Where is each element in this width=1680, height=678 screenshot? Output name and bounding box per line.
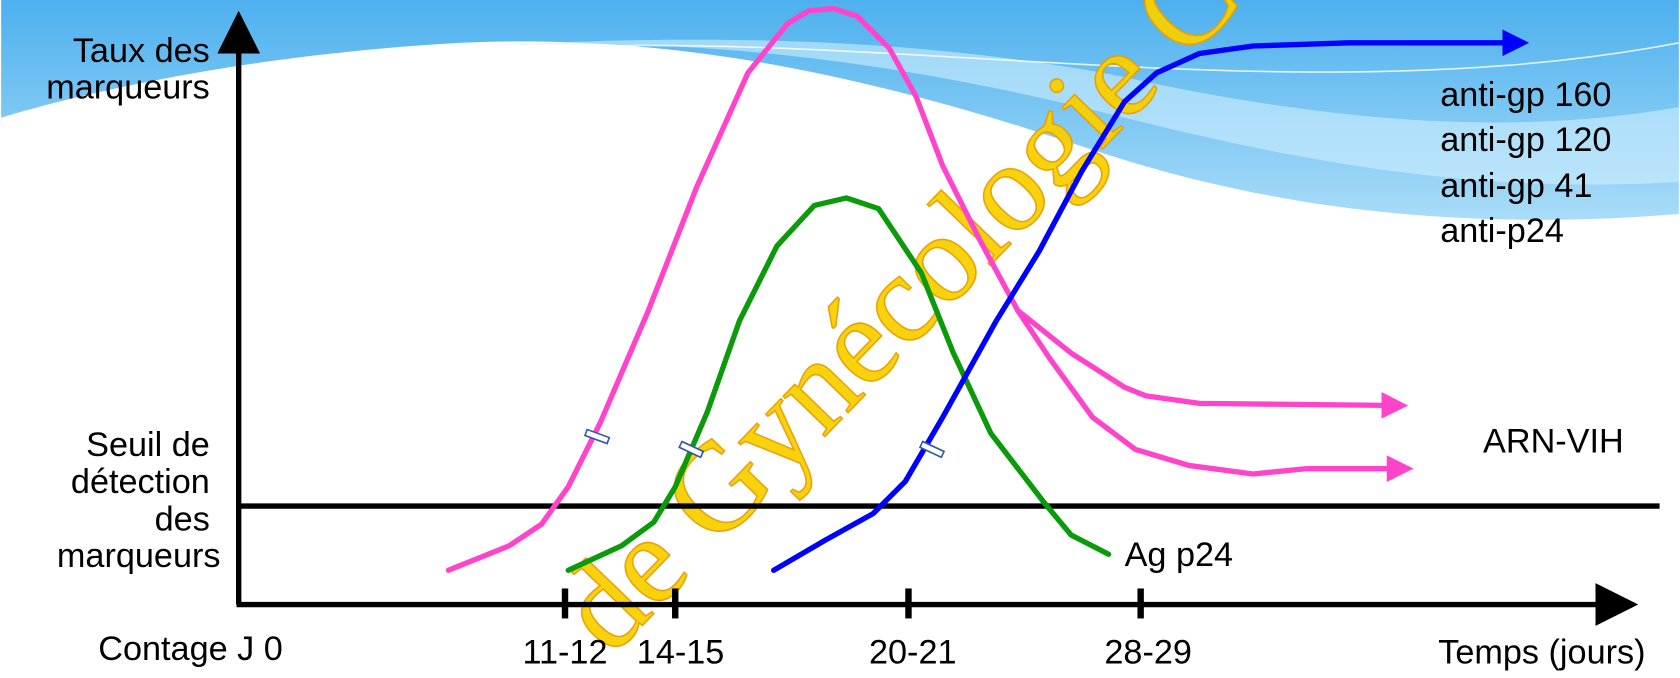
diagram: de Gynécologie C Taux des marqueurs Seui… [0,0,1680,673]
threshold-label: des [155,501,210,539]
threshold-label: marqueurs [57,537,221,575]
x-label: 14-15 [637,633,725,671]
page: {"y_axis_label": ["Taux des", "marqueurs… [0,0,1680,673]
antibody-label: anti-gp 120 [1440,121,1611,159]
antibody-label: anti-gp 41 [1440,167,1592,205]
antigen-label: Ag p24 [1125,536,1233,574]
threshold-label: détection [71,463,210,501]
y-axis-label: Taux des [73,32,210,70]
antibody-label: anti-p24 [1440,212,1564,250]
antibody-label: anti-gp 160 [1440,76,1611,114]
x-label: Temps (jours) [1438,633,1645,671]
background-wave [1,0,1679,220]
rna-label: ARN-VIH [1483,423,1624,461]
y-axis-label: marqueurs [46,68,210,106]
threshold-label: Seuil de [86,426,210,464]
x-label: Contage J 0 [98,630,283,668]
x-label: 11-12 [523,633,608,671]
x-label: 28-29 [1104,633,1192,671]
x-label: 20-21 [869,633,957,671]
